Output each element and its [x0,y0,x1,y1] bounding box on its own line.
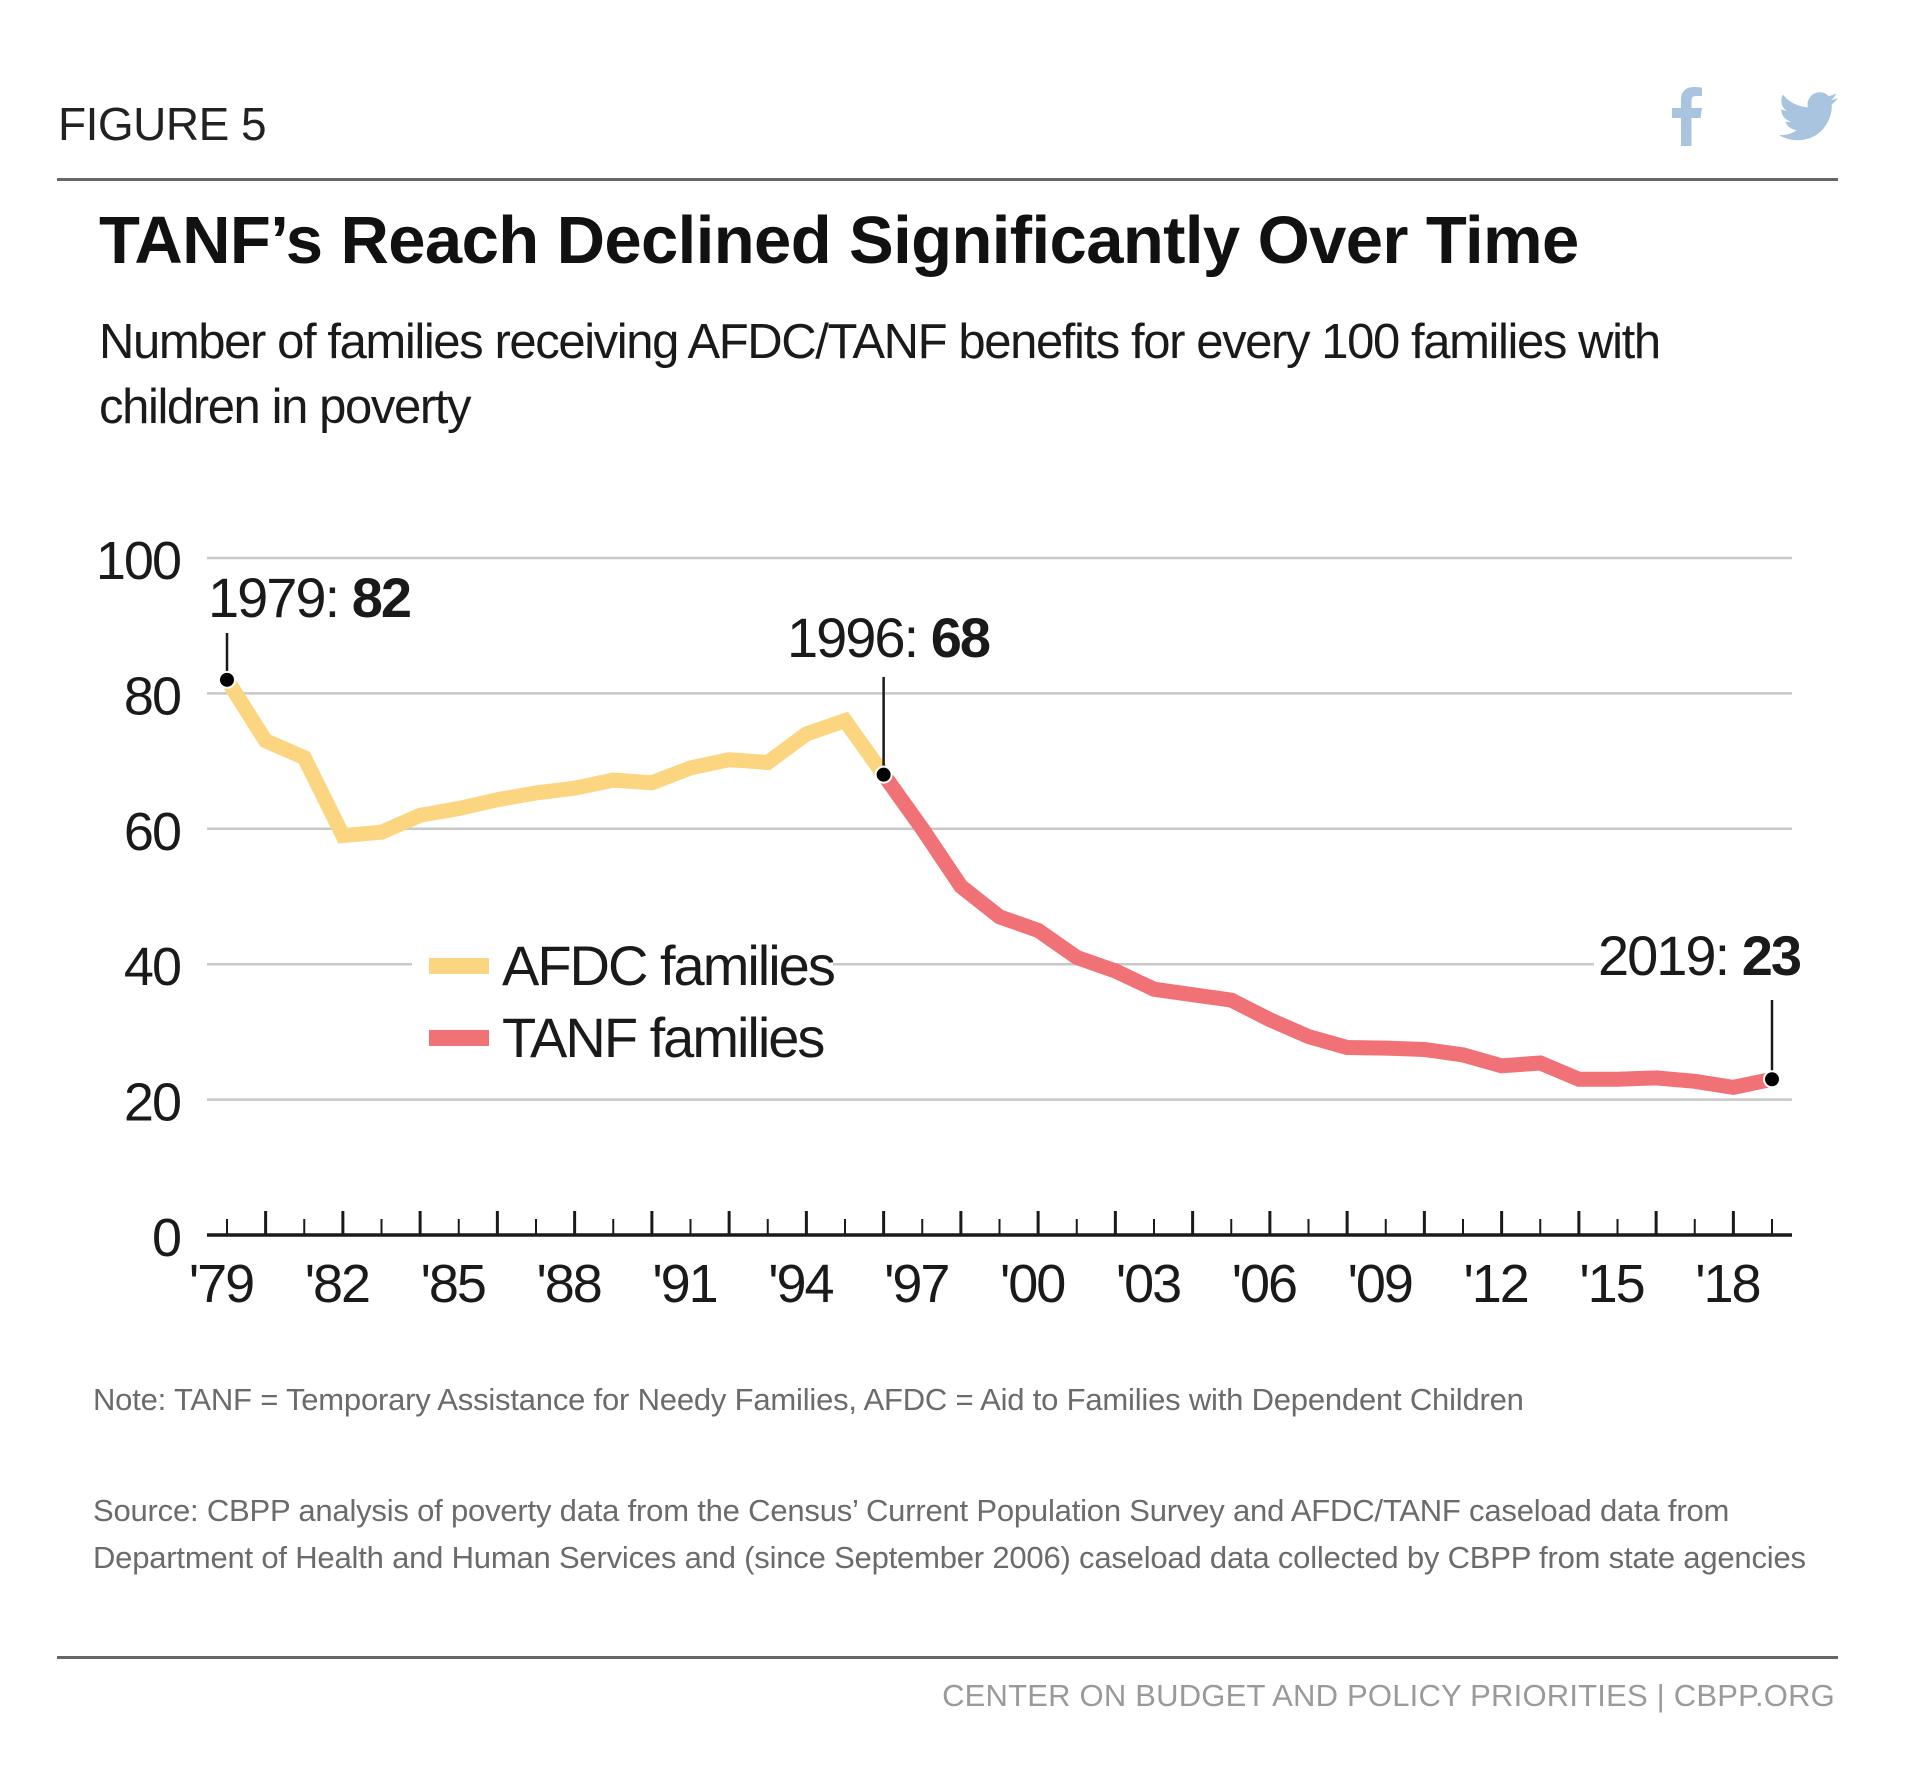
x-tick-label: '94 [768,1254,833,1314]
twitter-icon [1778,92,1838,141]
annotation-value: 23 [1742,924,1801,987]
bottom-divider [57,1656,1838,1659]
x-tick-label: '15 [1579,1254,1643,1314]
annotation-year: 1979: [208,566,352,629]
chart-note: Note: TANF = Temporary Assistance for Ne… [93,1382,1524,1417]
chart-title: TANF’s Reach Declined Significantly Over… [99,203,1579,278]
annotation-value: 82 [352,566,410,629]
annotation-value: 68 [931,606,990,669]
facebook-share-button[interactable] [1657,84,1717,146]
x-tick-label: '03 [1116,1254,1180,1314]
x-tick-label: '85 [421,1254,485,1314]
y-tick-label: 20 [124,1073,180,1133]
footer-credit: CENTER ON BUDGET AND POLICY PRIORITIES |… [942,1678,1835,1713]
series-line-afdc-families [220,675,890,844]
twitter-share-button[interactable] [1778,84,1838,146]
annotation-dot [218,670,236,689]
y-axis: 0 20 40 60 80 100 [96,531,182,1268]
x-tick-label: '00 [1000,1254,1064,1314]
legend-label: TANF families [502,1006,823,1069]
x-tick-label: '18 [1695,1254,1759,1314]
y-tick-label: 100 [96,531,180,591]
annotation-year: 1996: [787,606,931,669]
chart-source: Source: CBPP analysis of poverty data fr… [93,1493,1806,1575]
top-divider [57,178,1838,181]
x-tick-label: '88 [536,1254,600,1314]
annotation-label: 1979: 82 [208,566,410,629]
x-tick-label: '09 [1348,1254,1412,1314]
annotation-year: 2019: [1598,924,1742,987]
series-line-tanf-families [877,770,1774,1096]
annotations: 1979: 82 1996: 68 2019: 23 [208,566,1803,1089]
chart-subtitle: Number of families receiving AFDC/TANF b… [99,315,1661,434]
x-tick-label: '79 [189,1254,253,1314]
legend-label: AFDC families [502,934,834,997]
gridlines [207,556,1792,1101]
legend-swatch [429,1030,489,1046]
annotation-label: 2019: 23 [1598,924,1801,987]
x-tick-label: '12 [1463,1254,1527,1314]
figure-label: FIGURE 5 [58,98,267,150]
legend-swatch [429,958,489,974]
x-tick-label: '06 [1232,1254,1296,1314]
y-tick-label: 40 [124,937,180,997]
x-axis: '79 '82 '85 '88 '91 '94 '97 '00 '03 '06 '09 '12 '15 '… [189,1211,1792,1314]
annotation-dot [874,765,893,784]
x-tick-label: '91 [652,1254,716,1314]
legend: AFDC families TANF families [429,934,836,1069]
annotation-label: 1996: 68 [787,606,990,669]
annotation-dot [1763,1070,1781,1089]
y-tick-label: 60 [124,802,180,862]
y-tick-label: 80 [124,666,180,726]
x-tick-label: '82 [305,1254,369,1314]
facebook-icon [1672,87,1702,146]
series-lines [220,675,1774,1096]
x-tick-label: '97 [884,1254,948,1314]
y-tick-label: 0 [152,1208,180,1268]
